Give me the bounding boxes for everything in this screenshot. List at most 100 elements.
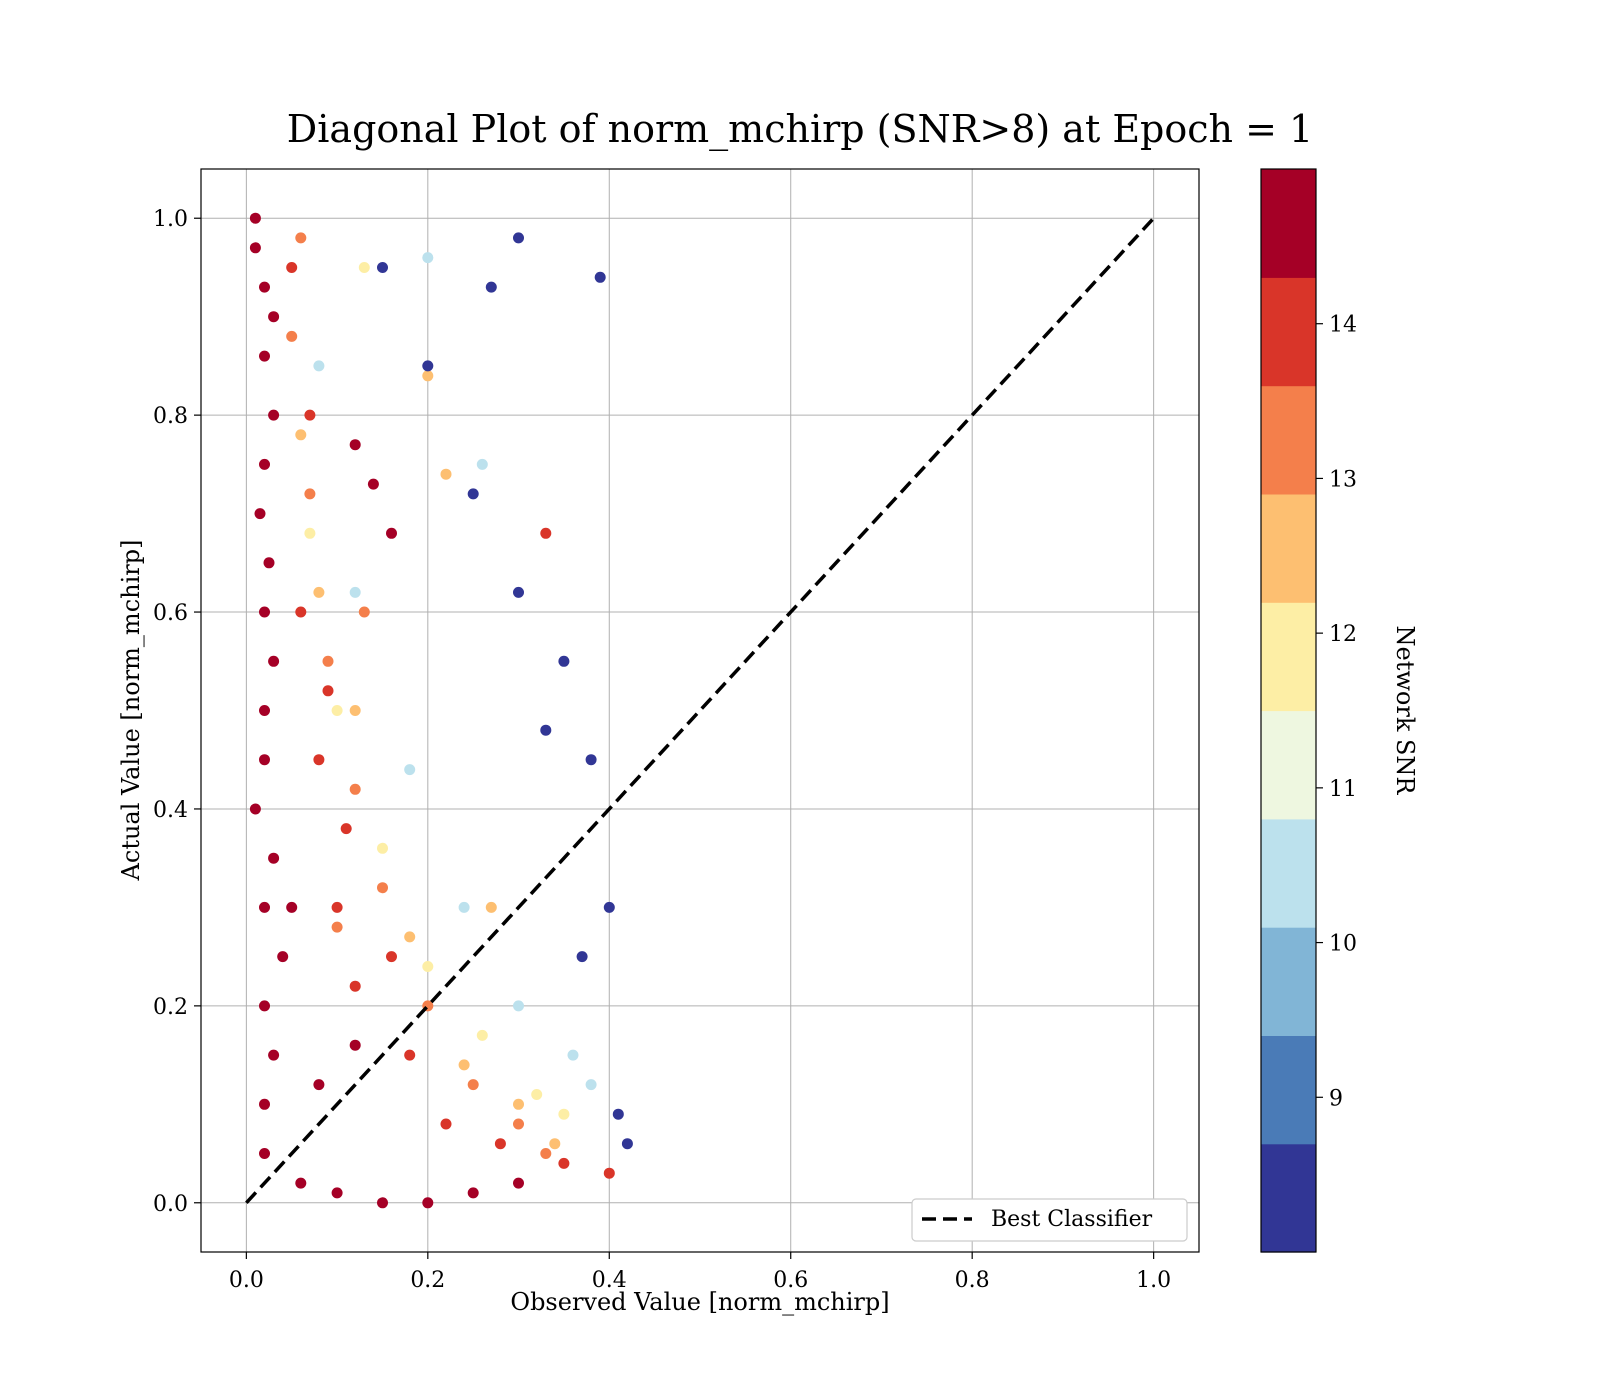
legend-entry-label: Best Classifier	[991, 1207, 1153, 1232]
scatter-point	[304, 409, 316, 421]
scatter-point	[513, 1177, 524, 1189]
scatter-point	[377, 882, 388, 894]
scatter-point	[485, 281, 497, 293]
scatter-point	[440, 468, 452, 480]
y-tick-label: 0.4	[153, 798, 188, 823]
colorbar-segment	[1261, 1035, 1316, 1145]
y-tick-label: 0.0	[153, 1192, 188, 1217]
scatter-point	[585, 754, 597, 766]
scatter-point	[513, 586, 524, 598]
scatter-point	[377, 842, 388, 854]
y-axis-ticks: 0.0 0.2 0.4 0.6 0.8 1.0	[153, 207, 201, 1217]
scatter-point	[259, 901, 270, 913]
scatter-point	[476, 458, 488, 470]
scatter-point	[422, 961, 434, 972]
scatter-point	[603, 901, 615, 913]
scatter-point	[249, 212, 261, 224]
scatter-point	[358, 262, 370, 273]
scatter-point	[531, 1089, 543, 1100]
scatter-point	[263, 557, 275, 569]
scatter-point	[286, 901, 298, 913]
x-tick-label: 0.6	[773, 1268, 808, 1293]
scatter-point	[322, 655, 334, 667]
scatter-point	[386, 527, 397, 539]
scatter-point	[313, 754, 325, 766]
scatter-point	[422, 370, 434, 382]
x-tick-label: 0.8	[955, 1268, 990, 1293]
colorbar-segment	[1261, 602, 1316, 712]
colorbar-segment	[1261, 385, 1316, 495]
x-tick-label: 1.0	[1136, 1268, 1171, 1293]
scatter-point	[476, 1029, 488, 1041]
scatter-point	[277, 951, 289, 963]
y-axis-label: Actual Value [norm_mchirp]	[117, 540, 145, 882]
scatter-point	[313, 586, 325, 598]
x-tick-label: 0.2	[410, 1268, 445, 1293]
scatter-points	[249, 212, 633, 1209]
scatter-point	[331, 705, 343, 716]
scatter-point	[259, 1098, 270, 1110]
scatter-point	[331, 1187, 343, 1199]
scatter-point	[540, 1148, 552, 1159]
scatter-point	[440, 1118, 452, 1130]
scatter-point	[249, 242, 261, 254]
scatter-point	[549, 1138, 561, 1150]
scatter-point	[567, 1049, 579, 1061]
x-tick-label: 0.4	[592, 1268, 627, 1293]
chart-title: Diagonal Plot of norm_mchirp (SNR>8) at …	[287, 107, 1313, 152]
colorbar-tick-label: 13	[1329, 467, 1357, 492]
colorbar-segment	[1261, 493, 1316, 603]
scatter-point	[295, 606, 307, 618]
colorbar-segment	[1261, 1143, 1316, 1253]
scatter-point	[304, 488, 316, 500]
colorbar-tick-label: 9	[1329, 1086, 1343, 1111]
colorbar-frame	[1260, 168, 1317, 1253]
y-tick-label: 0.6	[153, 601, 188, 626]
scatter-point	[612, 1108, 624, 1120]
scatter-point	[340, 823, 352, 835]
legend: Best Classifier	[911, 1198, 1188, 1242]
colorbar-segment	[1261, 927, 1316, 1036]
scatter-point	[485, 901, 497, 913]
scatter-point	[259, 705, 270, 716]
x-tick-label: 0.0	[229, 1268, 264, 1293]
scatter-point	[540, 724, 552, 736]
scatter-point	[349, 783, 361, 795]
scatter-point	[558, 655, 570, 667]
scatter-point	[513, 232, 524, 244]
scatter-point	[349, 1039, 361, 1051]
y-tick-label: 0.8	[153, 404, 188, 429]
scatter-point	[422, 360, 434, 372]
scatter-point	[367, 478, 379, 490]
scatter-point	[268, 655, 280, 667]
scatter-point	[286, 262, 298, 273]
scatter-point	[295, 232, 307, 244]
colorbar-segment	[1261, 710, 1316, 820]
scatter-point	[268, 409, 280, 421]
scatter-point	[404, 764, 416, 776]
scatter-point	[513, 1098, 524, 1110]
colorbar-label: Network SNR	[1391, 626, 1419, 796]
legend-box	[911, 1198, 1188, 1242]
scatter-point	[585, 1079, 597, 1091]
scatter-point	[422, 252, 434, 264]
colorbar-tick-label: 14	[1329, 313, 1357, 338]
x-axis-label: Observed Value [norm_mchirp]	[510, 1288, 889, 1316]
colorbar-segment	[1261, 277, 1316, 387]
scatter-point	[422, 1197, 434, 1209]
scatter-point	[268, 852, 280, 864]
scatter-point	[259, 606, 270, 618]
scatter-point	[404, 931, 416, 943]
y-tick-label: 1.0	[153, 207, 188, 232]
scatter-point	[331, 921, 343, 933]
scatter-point	[349, 586, 361, 598]
scatter-point	[349, 980, 361, 992]
scatter-point	[259, 350, 270, 362]
scatter-point	[304, 527, 316, 539]
scatter-point	[494, 1138, 506, 1150]
scatter-point	[268, 311, 280, 323]
scatter-point	[322, 685, 334, 697]
scatter-point	[377, 1197, 388, 1209]
x-axis-ticks: 0.0 0.2 0.4 0.6 0.8 1.0	[229, 1252, 1171, 1293]
